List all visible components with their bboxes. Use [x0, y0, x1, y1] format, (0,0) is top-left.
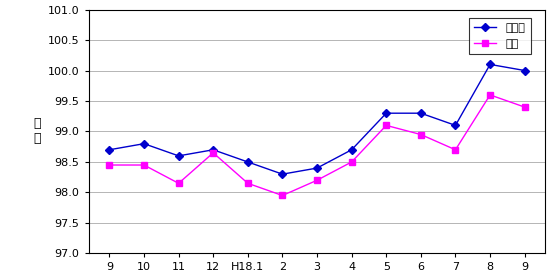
- 三重県: [106, 148, 113, 152]
- 津市: [141, 163, 147, 167]
- 津市: [383, 124, 390, 127]
- 津市: [348, 160, 355, 164]
- 三重県: [279, 172, 286, 176]
- 三重県: [452, 124, 459, 127]
- 三重県: [383, 111, 390, 115]
- 津市: [210, 151, 217, 155]
- 津市: [175, 182, 182, 185]
- 津市: [452, 148, 459, 152]
- Line: 津市: 津市: [106, 92, 527, 198]
- 三重県: [521, 69, 528, 72]
- Line: 三重県: 三重県: [106, 62, 527, 177]
- 三重県: [418, 111, 424, 115]
- 津市: [279, 194, 286, 197]
- 津市: [245, 182, 251, 185]
- 津市: [521, 105, 528, 109]
- 三重県: [487, 63, 493, 66]
- 三重県: [314, 167, 320, 170]
- 津市: [418, 133, 424, 136]
- 三重県: [141, 142, 147, 145]
- 三重県: [348, 148, 355, 152]
- Legend: 三重県, 津市: 三重県, 津市: [469, 18, 531, 54]
- 三重県: [175, 154, 182, 158]
- 三重県: [210, 148, 217, 152]
- 三重県: [245, 160, 251, 164]
- 津市: [487, 93, 493, 96]
- 津市: [106, 163, 113, 167]
- Y-axis label: 指
数: 指 数: [33, 118, 41, 145]
- 津市: [314, 178, 320, 182]
